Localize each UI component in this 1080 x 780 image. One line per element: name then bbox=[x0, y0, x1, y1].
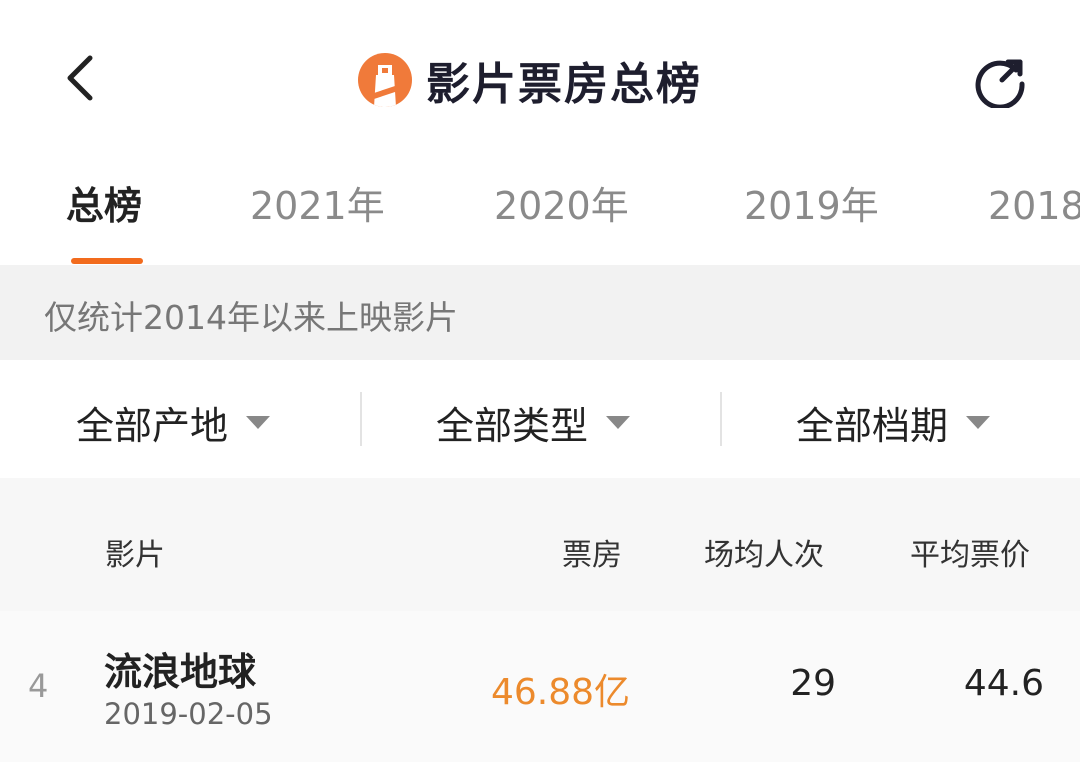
caret-down-icon bbox=[246, 416, 271, 429]
avg-attendance-value: 29 bbox=[790, 663, 836, 704]
column-box-office[interactable]: 票房 bbox=[562, 538, 622, 573]
column-film: 影片 bbox=[105, 538, 165, 573]
active-tab-indicator bbox=[71, 258, 143, 264]
filter-genre[interactable]: 全部类型 bbox=[436, 395, 631, 450]
table-row[interactable]: 4 流浪地球 2019-02-05 46.88亿 29 44.6 bbox=[0, 611, 1080, 762]
tab-2020[interactable]: 2020年 bbox=[494, 184, 629, 228]
film-title: 流浪地球 bbox=[104, 650, 257, 694]
column-avg-price[interactable]: 平均票价 bbox=[910, 538, 1030, 573]
lighthouse-logo-icon bbox=[358, 53, 412, 107]
filter-schedule[interactable]: 全部档期 bbox=[796, 395, 991, 450]
column-avg-attendance[interactable]: 场均人次 bbox=[704, 538, 824, 573]
page-title: 影片票房总榜 bbox=[426, 59, 702, 110]
tab-2021[interactable]: 2021年 bbox=[250, 184, 385, 228]
release-date: 2019-02-05 bbox=[104, 697, 273, 731]
caret-down-icon bbox=[606, 416, 631, 429]
filter-label: 全部档期 bbox=[796, 404, 949, 448]
notice-text: 仅统计2014年以来上映影片 bbox=[44, 298, 458, 337]
caret-down-icon bbox=[966, 416, 991, 429]
header-title: 影片票房总榜 bbox=[358, 48, 702, 112]
notice-bar: 仅统计2014年以来上映影片 bbox=[0, 265, 1080, 360]
filter-label: 全部产地 bbox=[76, 404, 229, 448]
box-office-value: 46.88亿 bbox=[490, 672, 630, 713]
tab-2018[interactable]: 2018年 bbox=[988, 184, 1080, 228]
filter-region[interactable]: 全部产地 bbox=[76, 395, 271, 450]
divider bbox=[720, 392, 722, 446]
avg-price-value: 44.6 bbox=[963, 663, 1044, 704]
rank: 4 bbox=[28, 667, 49, 705]
divider bbox=[360, 392, 362, 446]
filter-label: 全部类型 bbox=[436, 404, 589, 448]
tab-2019[interactable]: 2019年 bbox=[744, 184, 879, 228]
table-header bbox=[0, 478, 1080, 611]
tab-total[interactable]: 总榜 bbox=[66, 184, 143, 228]
back-chevron-icon[interactable] bbox=[60, 50, 110, 106]
refresh-icon[interactable] bbox=[972, 50, 1030, 108]
